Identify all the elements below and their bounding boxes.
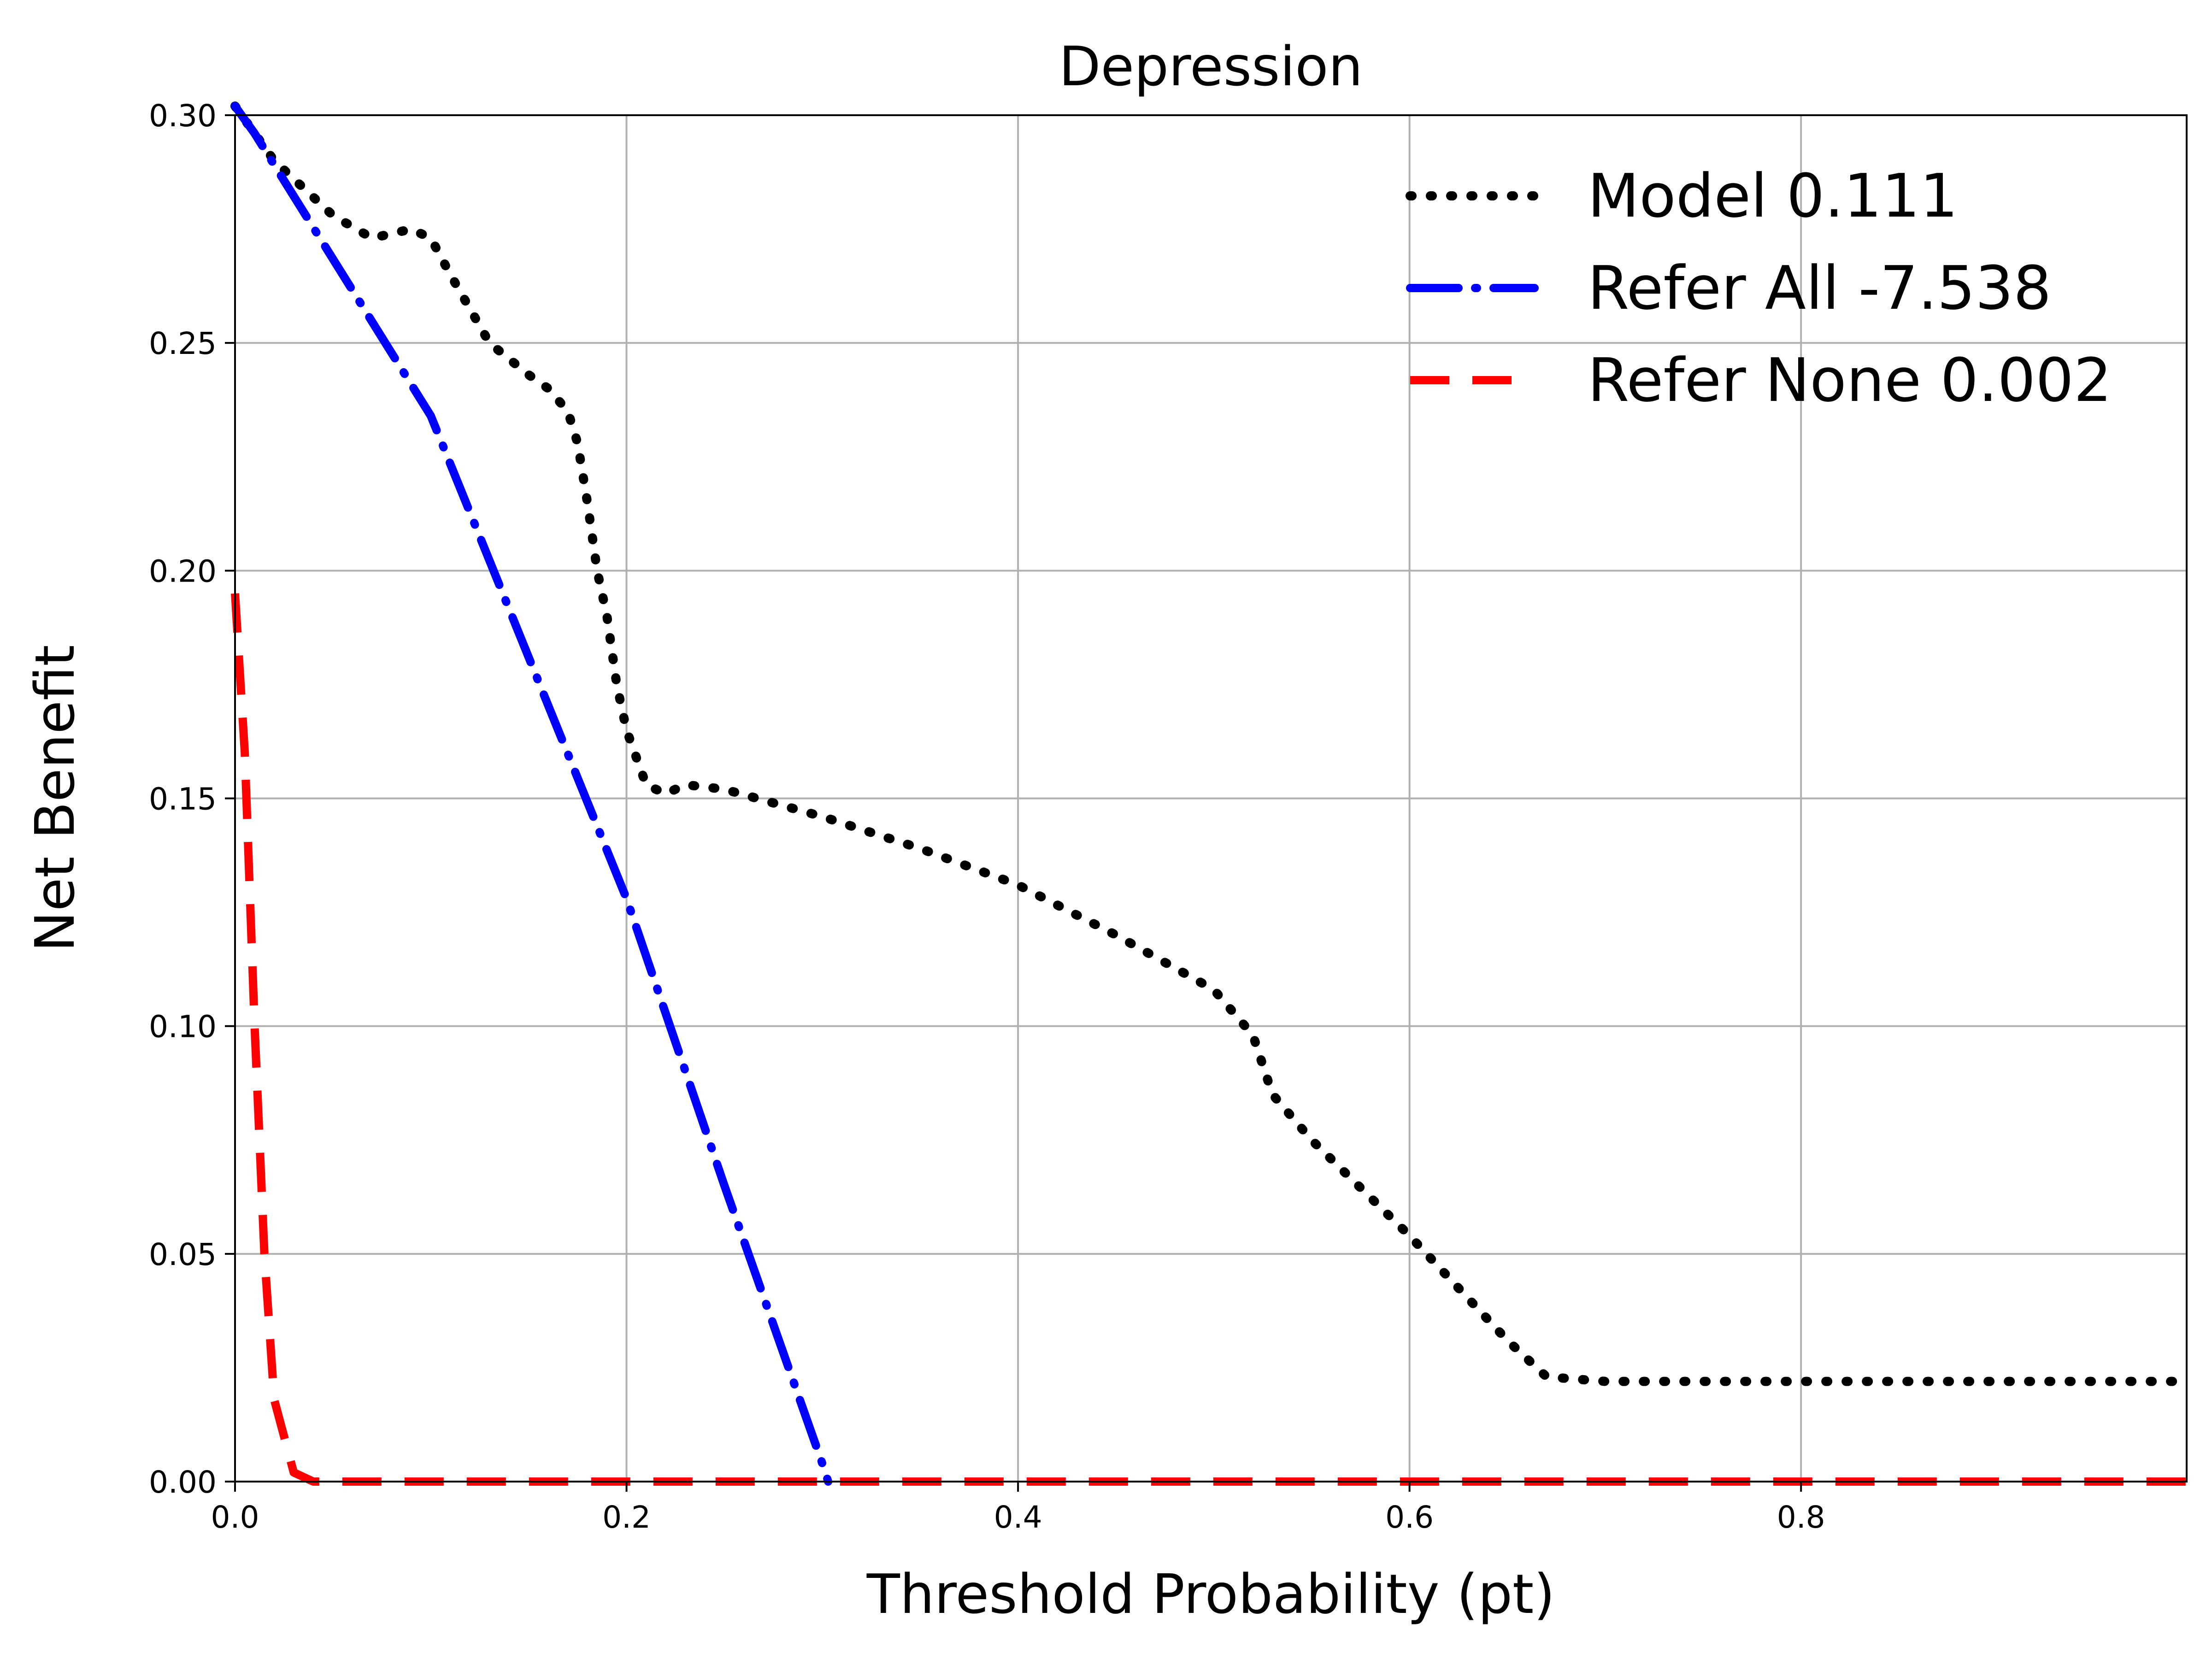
axis-ticks: 0.0 0.2 0.4 0.6 0.8 0.00 0.05 0.10 0.15 0.20 0.25 0… (149, 98, 1825, 1535)
series-line-1 (230, 101, 2191, 1386)
y-tick-label: 0.30 (149, 98, 217, 134)
y-tick-label: 0.05 (149, 1237, 217, 1272)
plot-series (230, 101, 2191, 1486)
series-line-3 (231, 593, 2187, 1486)
x-tick-label: 0.4 (994, 1500, 1042, 1535)
x-axis-title: Threshold Probability (pt) (866, 1562, 1555, 1626)
y-tick-label: 0.10 (149, 1009, 217, 1045)
y-tick-label: 0.00 (149, 1465, 217, 1500)
legend-label: Refer All -7.538 (1588, 253, 2052, 323)
chart-title: Depression (1059, 35, 1363, 98)
x-tick-label: 0.2 (602, 1500, 651, 1535)
x-tick-label: 0.0 (211, 1500, 259, 1535)
x-tick-label: 0.6 (1385, 1500, 1434, 1535)
x-tick-label: 0.8 (1777, 1500, 1825, 1535)
y-tick-label: 0.15 (149, 782, 217, 817)
y-tick-label: 0.25 (149, 326, 217, 361)
series-line-2 (231, 102, 833, 1486)
legend-label: Refer None 0.002 (1588, 345, 2112, 415)
legend: Model 0.111 Refer All -7.538 Refer None 0.… (1406, 161, 2112, 415)
y-tick-label: 0.20 (149, 553, 217, 589)
legend-label: Model 0.111 (1588, 161, 1958, 231)
y-axis-title: Net Benefit (23, 645, 87, 952)
